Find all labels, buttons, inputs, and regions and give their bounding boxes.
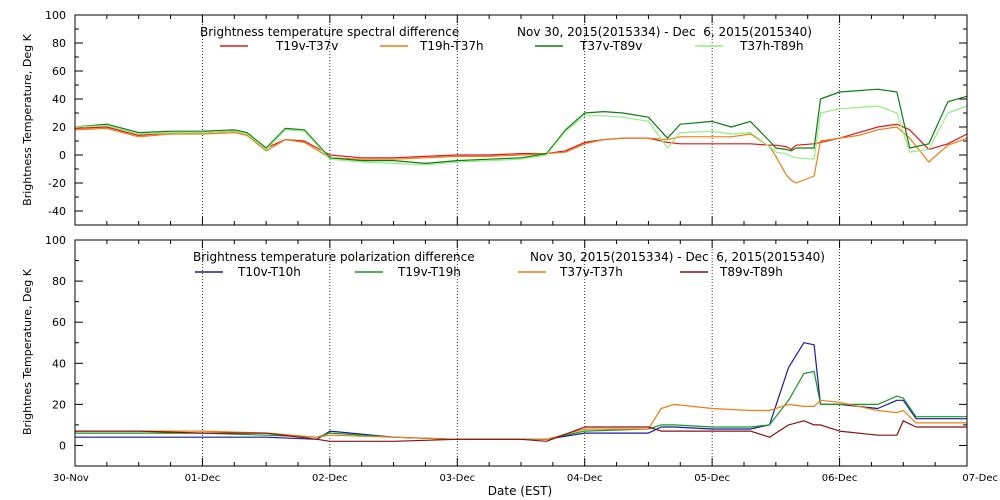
y-tick-label: 20 xyxy=(52,121,66,134)
legend-label: T19h-T37h xyxy=(419,39,484,53)
y-tick-label: 0 xyxy=(59,439,66,452)
series-line-t37h-t89h xyxy=(74,105,968,166)
x-tick-label: 30-Nov xyxy=(53,473,89,484)
top-grid xyxy=(202,15,840,225)
bottom-y-ticks: 0 20 40 60 80 100 xyxy=(45,234,968,467)
legend-label: T37v-T37h xyxy=(559,265,623,279)
x-tick-label: 04-Dec xyxy=(567,473,603,484)
y-tick-label: 40 xyxy=(52,93,66,106)
bottom-chart-title: Brightness temperature polarization diff… xyxy=(193,250,475,264)
x-tick-label: 02-Dec xyxy=(312,473,348,484)
y-tick-label: 60 xyxy=(52,316,66,329)
x-axis-label: Date (EST) xyxy=(488,484,552,498)
top-plot-frame xyxy=(74,14,968,226)
y-tick-label: 20 xyxy=(52,398,66,411)
series-line-t37v-t37h xyxy=(75,399,967,440)
x-tick-label: 03-Dec xyxy=(439,473,475,484)
y-tick-label: 80 xyxy=(52,37,66,50)
y-tick-label: -40 xyxy=(48,205,66,218)
top-series-group xyxy=(74,88,968,184)
bottom-y-axis-label: Brightnes Temperature, Deg K xyxy=(21,268,34,435)
legend-label: T89v-T89h xyxy=(719,265,783,279)
y-tick-label: 40 xyxy=(52,357,66,370)
top-chart-title: Brightness temperature spectral differen… xyxy=(200,25,459,39)
legend-label: T37v-T89v xyxy=(579,39,642,53)
bottom-plot-frame xyxy=(74,239,968,467)
x-tick-label: 07-Dec xyxy=(962,473,998,484)
series-line-t89v-t89h xyxy=(75,420,967,442)
legend-label: T19v-T19h xyxy=(397,265,461,279)
series-line-t19v-t19h xyxy=(75,370,967,440)
legend-label: T10v-T10h xyxy=(237,265,301,279)
y-tick-label: 0 xyxy=(59,149,66,162)
legend-label: T37h-T89h xyxy=(739,39,804,53)
bottom-series-group xyxy=(75,342,967,442)
spectral-difference-panel: -40 -20 0 20 40 60 80 100 Brightness temperatur… xyxy=(21,9,968,226)
x-tick-labels: 30-Nov 01-Dec 02-Dec 03-Dec 04-Dec 05-Dec 06-D… xyxy=(53,473,998,484)
y-tick-label: -20 xyxy=(48,177,66,190)
bottom-legend: T10v-T10h T19v-T19h T37v-T37h T89v-T89h xyxy=(195,265,783,279)
top-date-range: Nov 30, 2015(2015334) - Dec 6, 2015(2015… xyxy=(517,25,812,39)
x-tick-label: 05-Dec xyxy=(694,473,730,484)
y-tick-label: 100 xyxy=(45,234,66,247)
series-line-t19h-t37h xyxy=(74,126,968,184)
top-legend: T19v-T37v T19h-T37h T37v-T89v T37h-T89h xyxy=(220,39,804,53)
y-tick-label: 80 xyxy=(52,275,66,288)
bottom-date-range: Nov 30, 2015(2015334) - Dec 6, 2015(2015… xyxy=(530,250,825,264)
top-y-axis-label: Brightness Temperature, Deg K xyxy=(21,33,34,205)
y-tick-label: 100 xyxy=(45,9,66,22)
x-tick-label: 06-Dec xyxy=(822,473,858,484)
series-line-t37v-t89v xyxy=(74,88,968,164)
x-tick-label: 01-Dec xyxy=(185,473,221,484)
y-tick-label: 60 xyxy=(52,65,66,78)
legend-label: T19v-T37v xyxy=(275,39,338,53)
polarization-difference-panel: 0 20 40 60 80 100 Brightness temperature pola… xyxy=(21,234,998,498)
